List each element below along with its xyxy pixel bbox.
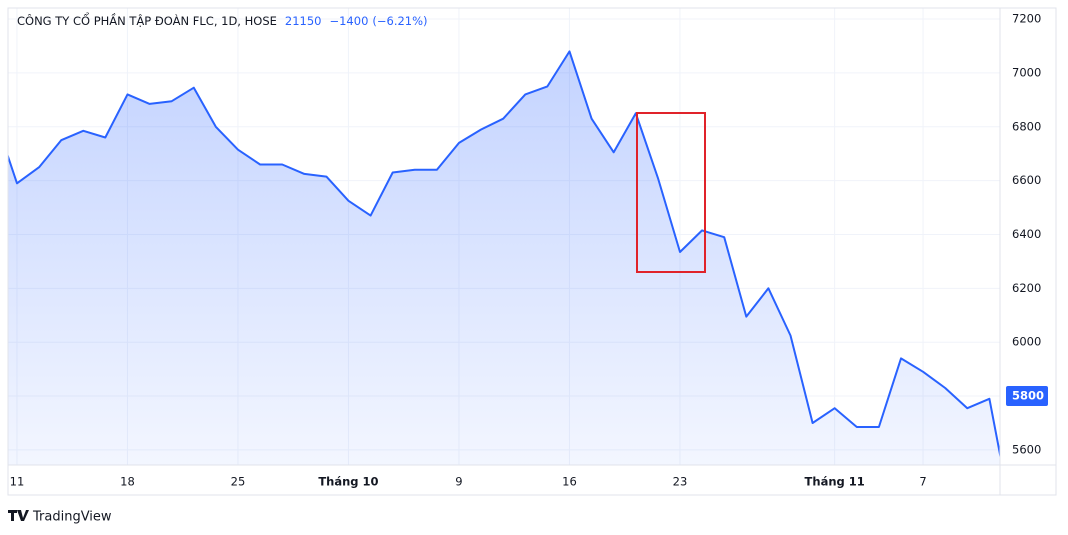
- y-tick-label: 5600: [1012, 442, 1041, 456]
- highlight-box: [636, 112, 706, 273]
- y-tick-label: 6400: [1012, 227, 1041, 241]
- line: [8, 50, 1000, 460]
- change: −1400: [329, 14, 368, 28]
- plot-area: [8, 50, 1000, 465]
- x-tick-label: 11: [10, 475, 25, 489]
- x-tick-label: 23: [673, 475, 688, 489]
- price-tag: 5800: [1012, 389, 1044, 403]
- area: [8, 51, 1000, 465]
- x-tick-label: 9: [455, 475, 462, 489]
- y-tick-label: 7200: [1012, 12, 1041, 26]
- x-tick-label: 18: [120, 475, 135, 489]
- y-tick-label: 6800: [1012, 119, 1041, 133]
- frame: [7, 7, 1057, 496]
- y-tick-label: 6200: [1012, 281, 1041, 295]
- brand-logo: TradingView: [8, 510, 112, 525]
- x-tick-label: 25: [231, 475, 246, 489]
- price-tag-bg: [1006, 386, 1048, 407]
- x-tick-label: 7: [919, 475, 926, 489]
- x-tick-label: Tháng 11: [805, 475, 865, 489]
- symbol-name: CÔNG TY CỔ PHẦN TẬP ĐOÀN FLC, 1D, HOSE: [17, 12, 277, 28]
- x-tick-label: 16: [562, 475, 577, 489]
- x-tick-label: Tháng 10: [318, 475, 378, 489]
- change-percent: (−6.21%): [372, 14, 427, 28]
- symbol: CÔNG TY CỔ PHẦN TẬP ĐOÀN FLC, 1D, HOSE 21…: [17, 12, 428, 28]
- y-tick-label: 7000: [1012, 65, 1041, 79]
- brand: TradingView: [32, 510, 112, 525]
- y-tick-label: 6000: [1012, 335, 1041, 349]
- y-tick-label: 6600: [1012, 173, 1041, 187]
- price: 21150: [285, 14, 322, 28]
- axes: 5600 5800 6000 6200 6400 6600 6800 7000 7200 11 18…: [10, 12, 1048, 489]
